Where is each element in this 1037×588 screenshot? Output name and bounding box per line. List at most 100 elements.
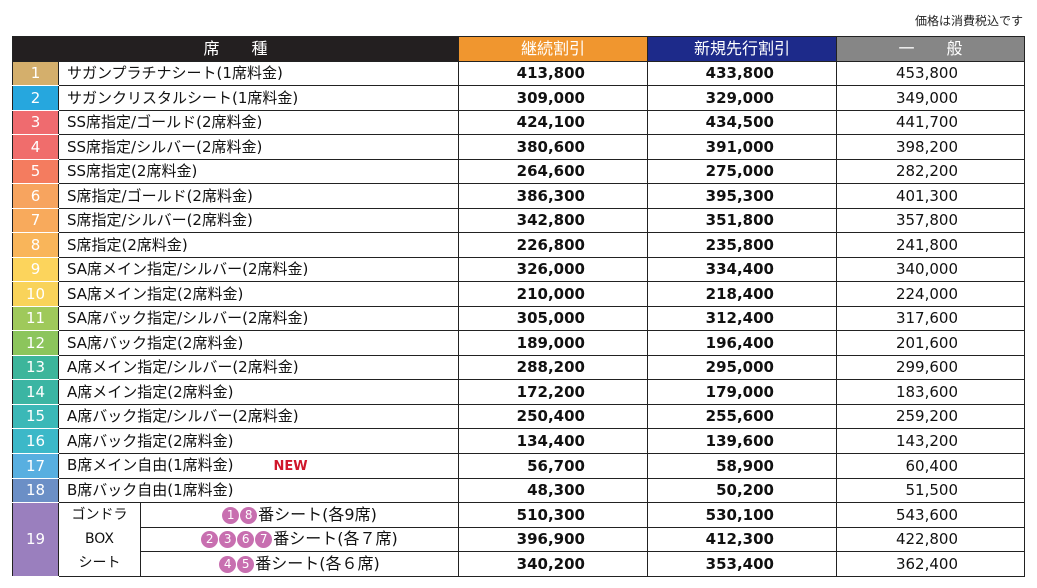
- seat-name-text: A席メイン指定/シルバー(2席料金): [67, 358, 299, 377]
- price: 396,900: [458, 526, 648, 552]
- seat-row: 16 A席バック指定(2席料金) 134,400 139,600 143,200: [12, 428, 1025, 454]
- seat-name-text: B席メイン自由(1席料金): [67, 455, 234, 474]
- price: 312,400: [647, 305, 837, 331]
- seat-name: A席メイン指定/シルバー(2席料金): [58, 354, 459, 380]
- seat-name-text: B席バック自由(1席料金): [67, 481, 234, 500]
- price: 210,000: [458, 281, 648, 307]
- seat-name: SA席バック指定(2席料金): [58, 330, 459, 356]
- price: 189,000: [458, 330, 648, 356]
- price-table: 席 種継続割引 新規先行割引一 般 1 サガンプラチナシート(1席料金) 413,800…: [12, 36, 1025, 577]
- seat-name-text: SA席メイン指定(2席料金): [67, 284, 244, 303]
- price: 395,300: [647, 183, 837, 209]
- column-header: 一 般: [836, 36, 1025, 62]
- price: 357,800: [836, 207, 1025, 233]
- sub-seat-name: 2 3 6 7 番シート(各７席): [140, 526, 459, 552]
- seat-row: 3 SS席指定/ゴールド(2席料金) 424,100 434,500 441,700: [12, 109, 1025, 135]
- price: 413,800: [458, 60, 648, 86]
- price: 351,800: [647, 207, 837, 233]
- price: 172,200: [458, 379, 648, 405]
- row-number: 3: [12, 109, 59, 135]
- price: 441,700: [836, 109, 1025, 135]
- seat-name-text: SS席指定/シルバー(2席料金): [67, 137, 263, 156]
- price: 224,000: [836, 281, 1025, 307]
- seat-row: 6 S席指定/ゴールド(2席料金) 386,300 395,300 401,300: [12, 183, 1025, 209]
- seat-row: 14 A席メイン指定(2席料金) 172,200 179,000 183,600: [12, 379, 1025, 405]
- price: 235,800: [647, 232, 837, 258]
- seat-name: SS席指定/ゴールド(2席料金): [58, 109, 459, 135]
- seat-name: S席指定(2席料金): [58, 232, 459, 258]
- seat-badge: 2: [201, 531, 219, 549]
- seat-row: 15 A席バック指定/シルバー(2席料金) 250,400 255,600 259,20…: [12, 403, 1025, 429]
- seat-row: 12 SA席バック指定(2席料金) 189,000 196,400 201,600: [12, 330, 1025, 356]
- row-number: 4: [12, 134, 59, 160]
- seat-name: SA席メイン指定/シルバー(2席料金): [58, 256, 459, 282]
- seat-badge: 3: [219, 531, 237, 549]
- row-number: 17: [12, 452, 59, 479]
- seat-name: サガンプラチナシート(1席料金): [58, 60, 459, 86]
- seat-row: 5 SS席指定(2席料金) 264,600 275,000 282,200: [12, 158, 1025, 184]
- price: 196,400: [647, 330, 837, 356]
- price: 241,800: [836, 232, 1025, 258]
- seat-row: 17 B席メイン自由(1席料金) NEW 56,700 58,900 60,400: [12, 452, 1025, 479]
- price: 201,600: [836, 330, 1025, 356]
- sub-seat-label: 番シート(各9席): [258, 504, 377, 524]
- row-number: 8: [12, 232, 59, 258]
- price: 255,600: [647, 403, 837, 429]
- row-number: 15: [12, 403, 59, 429]
- row-number: 10: [12, 281, 59, 307]
- seat-name: S席指定/シルバー(2席料金): [58, 207, 459, 233]
- column-header: 席 種: [12, 36, 459, 62]
- seat-name: SS席指定(2席料金): [58, 158, 459, 184]
- row-number: 11: [12, 305, 59, 331]
- row-number: 9: [12, 256, 59, 282]
- seat-badge: 5: [237, 555, 255, 573]
- price: 50,200: [647, 477, 837, 503]
- seat-name: サガンクリスタルシート(1席料金): [58, 85, 459, 111]
- price: 218,400: [647, 281, 837, 307]
- seat-row: 1 サガンプラチナシート(1席料金) 413,800 433,800 453,800: [12, 60, 1025, 86]
- seat-name-text: SA席バック指定/シルバー(2席料金): [67, 309, 309, 328]
- seat-name: B席メイン自由(1席料金) NEW: [58, 452, 459, 479]
- sub-seat-label: 番シート(各７席): [273, 529, 398, 549]
- price: 226,800: [458, 232, 648, 258]
- price: 264,600: [458, 158, 648, 184]
- header-row: 席 種継続割引 新規先行割引一 般: [12, 36, 1025, 62]
- sub-seat-name: 4 5 番シート(各６席): [140, 551, 459, 577]
- seat-row: 4 SS席指定/シルバー(2席料金) 380,600 391,000 398,200: [12, 134, 1025, 160]
- price: 422,800: [836, 526, 1025, 552]
- seat-name-text: サガンプラチナシート(1席料金): [67, 64, 283, 83]
- price: 329,000: [647, 85, 837, 111]
- price: 386,300: [458, 183, 648, 209]
- seat-name-text: A席バック指定/シルバー(2席料金): [67, 407, 299, 426]
- price: 401,300: [836, 183, 1025, 209]
- seat-badge: 4: [219, 555, 237, 573]
- price: 58,900: [647, 452, 837, 479]
- price: 299,600: [836, 354, 1025, 380]
- row-number: 18: [12, 477, 59, 503]
- seat-badge: 6: [237, 531, 255, 549]
- row-number: 13: [12, 354, 59, 380]
- price: 530,100: [647, 502, 837, 528]
- new-tag: NEW: [273, 458, 308, 474]
- seat-name-text: SS席指定/ゴールド(2席料金): [67, 113, 263, 132]
- price: 282,200: [836, 158, 1025, 184]
- group-name-line: ゴンドラ: [71, 507, 128, 524]
- price: 510,300: [458, 502, 648, 528]
- price: 139,600: [647, 428, 837, 454]
- price: 433,800: [647, 60, 837, 86]
- row-number: 2: [12, 85, 59, 111]
- price: 349,000: [836, 85, 1025, 111]
- price: 183,600: [836, 379, 1025, 405]
- seat-row: 7 S席指定/シルバー(2席料金) 342,800 351,800 357,800: [12, 207, 1025, 233]
- price: 51,500: [836, 477, 1025, 503]
- price: 342,800: [458, 207, 648, 233]
- gondola-row: 19 ゴンドラ BOX シート 1 8 番シート(各9席) 510,300 530,100 543…: [12, 502, 1025, 577]
- row-number: 6: [12, 183, 59, 209]
- seat-row: 11 SA席バック指定/シルバー(2席料金) 305,000 312,400 317,6…: [12, 305, 1025, 331]
- column-header: 継続割引: [458, 36, 648, 62]
- tax-note: 価格は消費税込です: [914, 14, 1023, 28]
- seat-name-text: サガンクリスタルシート(1席料金): [67, 88, 299, 107]
- seat-name-text: SA席バック指定(2席料金): [67, 333, 244, 352]
- seat-name: SA席バック指定/シルバー(2席料金): [58, 305, 459, 331]
- price: 309,000: [458, 85, 648, 111]
